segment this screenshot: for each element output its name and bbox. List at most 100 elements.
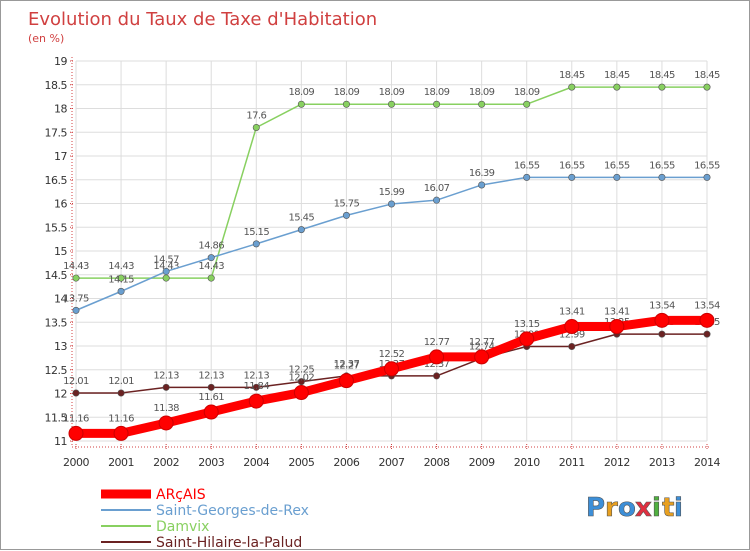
data-label: 16.55 <box>604 160 630 171</box>
data-point <box>564 319 580 335</box>
data-point <box>248 393 264 409</box>
data-label: 14.43 <box>153 261 179 272</box>
data-label: 18.45 <box>649 70 675 81</box>
data-label: 14.86 <box>198 241 224 252</box>
data-label: 13.54 <box>649 300 675 311</box>
data-point <box>297 100 305 108</box>
y-tick-label: 16.5 <box>45 174 68 187</box>
y-tick-label: 12 <box>54 388 67 401</box>
data-point <box>568 173 576 181</box>
y-tick-label: 13 <box>54 340 67 353</box>
data-point <box>297 378 305 386</box>
x-tick-label: 2011 <box>559 456 585 469</box>
data-point <box>703 330 711 338</box>
data-point <box>387 200 395 208</box>
data-point <box>478 100 486 108</box>
x-tick-label: 2000 <box>63 456 89 469</box>
data-label: 12.13 <box>198 370 224 381</box>
data-point <box>384 361 399 377</box>
data-label: 15.45 <box>289 213 315 224</box>
data-point <box>342 100 350 108</box>
data-point <box>658 330 666 338</box>
data-point <box>699 312 715 328</box>
data-label: 15.75 <box>334 198 360 209</box>
legend-label: Damvix <box>156 519 209 535</box>
y-tick-label: 14 <box>54 293 67 306</box>
data-point <box>68 425 84 441</box>
data-label: 12.77 <box>424 337 450 348</box>
data-label: 12.02 <box>289 373 315 384</box>
y-tick-label: 18.5 <box>45 79 68 92</box>
data-label: 12.77 <box>469 337 495 348</box>
data-point <box>703 173 711 181</box>
data-point <box>523 173 531 181</box>
series-0: 11.16 11.16 11.38 11.61 11.84 12.02 12.27 12.52… <box>63 300 721 441</box>
data-point <box>474 349 490 365</box>
data-label: 11.61 <box>198 392 224 403</box>
data-point <box>613 83 621 91</box>
brand-letter: r <box>605 493 618 523</box>
brand-letter: P <box>586 493 605 523</box>
x-tick-label: 2003 <box>198 456 224 469</box>
data-label: 17.6 <box>246 111 266 122</box>
y-tick-label: 17 <box>54 150 67 163</box>
brand-letter: t <box>662 493 674 523</box>
data-label: 16.39 <box>469 168 495 179</box>
data-point <box>613 173 621 181</box>
data-point <box>342 211 350 219</box>
y-tick-label: 16 <box>54 198 67 211</box>
data-point <box>658 83 666 91</box>
data-label: 12.13 <box>153 370 179 381</box>
x-tick-label: 2007 <box>379 456 405 469</box>
x-tick-label: 2005 <box>288 456 314 469</box>
data-point <box>252 240 260 248</box>
data-point <box>207 254 215 262</box>
data-label: 18.45 <box>694 70 720 81</box>
data-point <box>72 389 80 397</box>
data-label: 16.55 <box>559 160 585 171</box>
chart-unit: (en %) <box>28 32 64 45</box>
data-label: 11.16 <box>63 413 89 424</box>
data-label: 12.27 <box>334 361 360 372</box>
data-point <box>72 306 80 314</box>
y-tick-label: 11 <box>54 435 67 448</box>
data-point <box>338 373 354 389</box>
data-label: 14.15 <box>108 274 134 285</box>
x-tick-label: 2002 <box>153 456 179 469</box>
data-point <box>433 372 441 380</box>
y-tick-label: 13.5 <box>45 316 68 329</box>
data-point <box>252 383 260 391</box>
data-label: 11.38 <box>153 403 179 414</box>
data-label: 18.09 <box>514 87 540 98</box>
data-point <box>703 83 711 91</box>
x-tick-label: 2009 <box>469 456 495 469</box>
legend-label: Saint-Georges-de-Rex <box>156 503 309 519</box>
data-label: 15.99 <box>379 187 405 198</box>
data-point <box>113 425 129 441</box>
data-point <box>252 124 260 132</box>
data-point <box>158 415 174 431</box>
data-label: 16.07 <box>424 183 450 194</box>
data-label: 18.09 <box>334 87 360 98</box>
y-tick-label: 18 <box>54 103 67 116</box>
data-label: 12.99 <box>559 329 585 340</box>
data-label: 11.84 <box>243 381 269 392</box>
data-point <box>203 404 219 420</box>
brand-letter: o <box>618 493 636 523</box>
brand-letter: i <box>652 493 661 523</box>
data-point <box>568 83 576 91</box>
legend-label: ARçAIS <box>156 487 206 503</box>
data-label: 14.43 <box>108 261 134 272</box>
data-label: 14.43 <box>63 261 89 272</box>
data-point <box>207 274 215 282</box>
data-label: 13.15 <box>514 319 540 330</box>
y-tick-label: 14.5 <box>45 269 68 282</box>
data-label: 12.25 <box>289 365 315 376</box>
data-point <box>568 342 576 350</box>
data-label: 14.43 <box>198 261 224 272</box>
data-point <box>117 274 125 282</box>
data-label: 14.57 <box>153 254 179 265</box>
data-label: 12.52 <box>379 349 405 360</box>
